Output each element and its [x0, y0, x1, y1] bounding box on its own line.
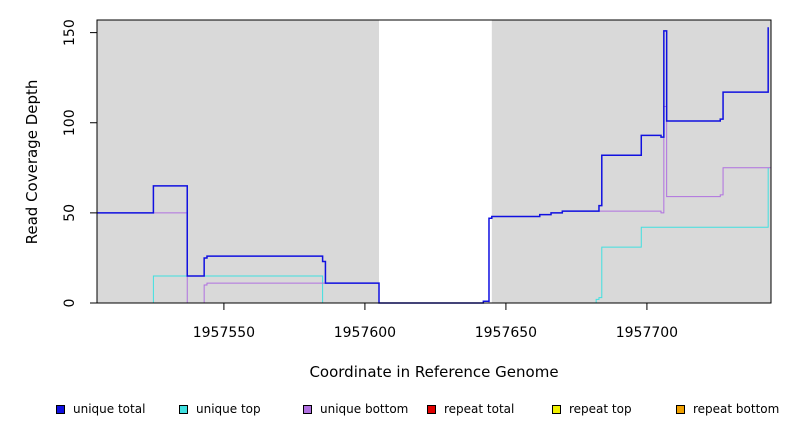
y-tick-label: 100: [62, 109, 78, 136]
shaded-region-1: [97, 20, 380, 303]
legend-item-unique-top: unique top: [179, 400, 261, 418]
legend-label: unique total: [73, 402, 146, 416]
legend-label: unique top: [196, 402, 261, 416]
legend: unique total unique top unique bottom repea…: [0, 400, 792, 418]
y-axis-label: Read Coverage Depth: [23, 80, 41, 245]
series-line-unique-total: [97, 27, 769, 304]
legend-item-unique-total: unique total: [56, 400, 145, 418]
y-axis: 0 50 100 150: [62, 19, 98, 308]
legend-item-repeat-bottom: repeat bottom: [676, 400, 779, 418]
legend-swatch: [179, 404, 188, 414]
x-axis: 1957550 1957600 1957650 1957700: [193, 302, 678, 341]
legend-item-repeat-top: repeat top: [552, 400, 632, 418]
x-axis-label: Coordinate in Reference Genome: [309, 363, 558, 381]
y-tick-label: 150: [62, 19, 78, 46]
legend-label: repeat total: [444, 402, 515, 416]
legend-swatch: [552, 404, 561, 414]
legend-label: unique bottom: [320, 402, 409, 416]
y-tick-label: 0: [62, 299, 78, 308]
legend-swatch: [676, 404, 685, 414]
x-tick-label: 1957650: [475, 325, 537, 341]
legend-label: repeat bottom: [693, 402, 780, 416]
x-tick-label: 1957550: [193, 325, 255, 341]
shaded-region-2: [491, 20, 771, 303]
legend-item-repeat-total: repeat total: [427, 400, 514, 418]
legend-swatch: [56, 404, 65, 414]
shaded-regions: [97, 20, 771, 303]
series-line-unique-top: [97, 167, 769, 304]
legend-swatch: [303, 404, 312, 414]
legend-item-unique-bottom: unique bottom: [303, 400, 408, 418]
x-tick-label: 1957600: [334, 325, 396, 341]
y-tick-label: 50: [62, 204, 78, 222]
x-tick-label: 1957700: [616, 325, 678, 341]
legend-label: repeat top: [569, 402, 632, 416]
legend-swatch: [427, 404, 436, 414]
